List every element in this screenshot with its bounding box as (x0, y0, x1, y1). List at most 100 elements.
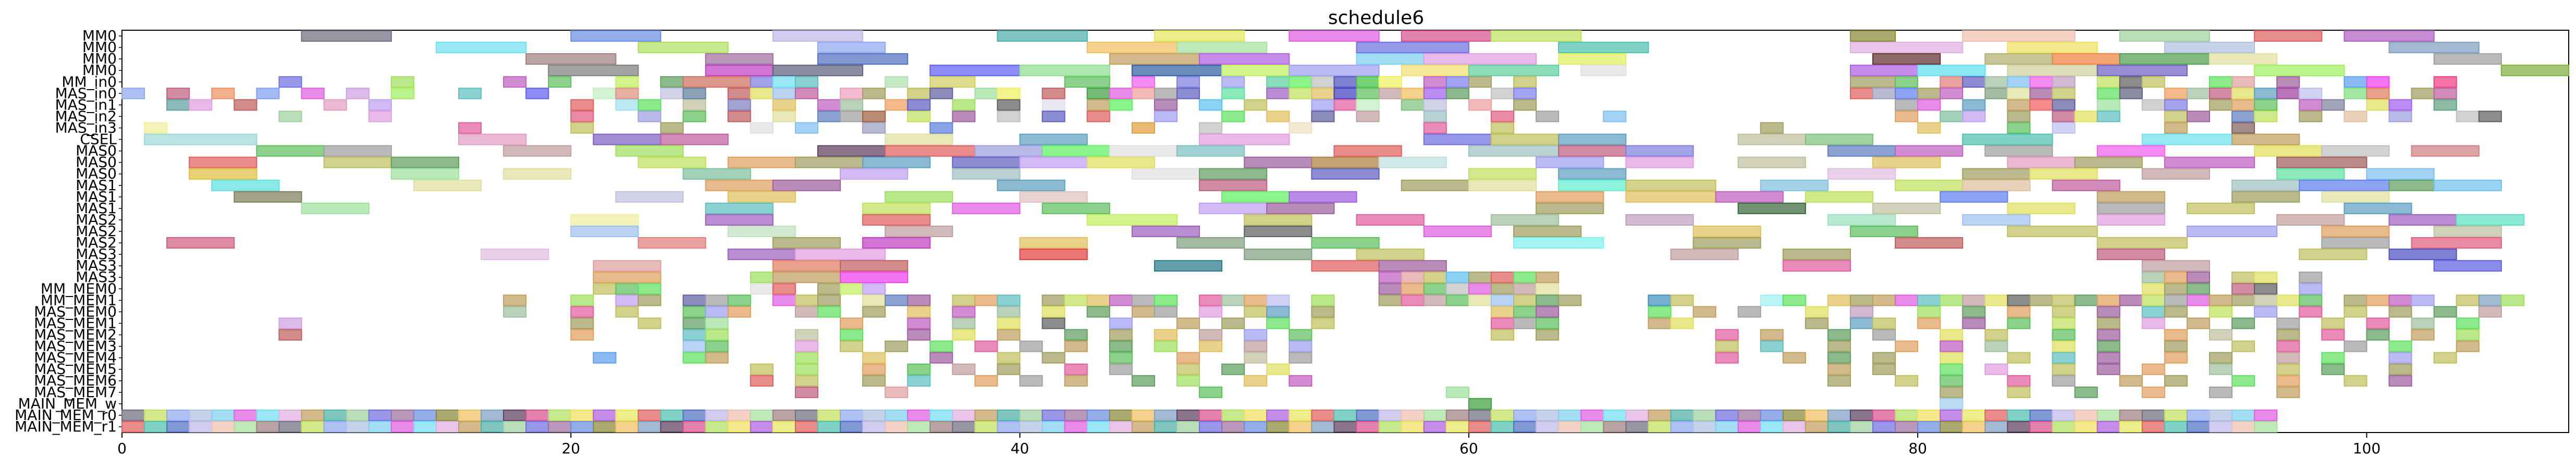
schedule-bar (2007, 306, 2031, 318)
schedule-bar (2096, 363, 2120, 375)
schedule-bar (2321, 191, 2390, 203)
schedule-bar (1356, 88, 1380, 100)
schedule-bar (593, 271, 661, 283)
schedule-bar (2096, 317, 2120, 329)
schedule-bar (1445, 283, 1469, 295)
schedule-bar (772, 294, 796, 306)
schedule-bar (2254, 88, 2278, 100)
schedule-bar (2411, 317, 2435, 329)
schedule-bar (1984, 329, 2008, 341)
y-tick-label: MM0 (82, 50, 117, 67)
schedule-bar (413, 179, 482, 191)
schedule-bar (593, 352, 617, 364)
schedule-bar (2388, 306, 2412, 318)
schedule-bar (1849, 30, 1896, 42)
schedule-bar (794, 421, 818, 433)
schedule-bar (682, 88, 706, 100)
y-tick-label: MAS1 (76, 188, 117, 205)
schedule-bar (952, 329, 976, 341)
schedule-bar (2141, 317, 2165, 329)
schedule-bar (1827, 340, 1851, 352)
schedule-bar (1086, 421, 1110, 433)
schedule-bar (390, 409, 414, 421)
schedule-bar (1289, 340, 1312, 352)
schedule-bar (1940, 352, 1964, 364)
schedule-bar (435, 42, 527, 54)
schedule-bar (2231, 409, 2255, 421)
schedule-bar (1131, 168, 1200, 180)
schedule-bar (1289, 65, 1380, 77)
schedule-bar (2433, 306, 2457, 318)
schedule-bar (2141, 306, 2165, 318)
schedule-bar (2186, 88, 2210, 100)
schedule-bar (548, 76, 572, 88)
schedule-bar (548, 409, 572, 421)
schedule-bar (1536, 191, 1604, 203)
schedule-bar (2344, 30, 2435, 42)
schedule-bar (615, 306, 639, 318)
schedule-bar (1962, 214, 2031, 226)
schedule-bar (1221, 65, 1290, 77)
schedule-bar (1109, 88, 1133, 100)
schedule-bar (974, 340, 998, 352)
schedule-bar (1019, 156, 1088, 168)
schedule-bar (727, 306, 751, 318)
schedule-bar (2321, 145, 2390, 157)
schedule-bar (2209, 363, 2233, 375)
schedule-bar (1940, 88, 1964, 100)
schedule-bar (1041, 202, 1110, 214)
schedule-bar (705, 65, 774, 77)
schedule-bar (2164, 340, 2188, 352)
schedule-bar (2007, 317, 2031, 329)
schedule-bar (1625, 421, 1649, 433)
schedule-bar (1311, 409, 1335, 421)
schedule-bar (390, 76, 414, 88)
schedule-bar (1131, 225, 1200, 238)
schedule-bar (2007, 99, 2031, 111)
schedule-bar (727, 225, 796, 238)
schedule-bar (1266, 76, 1290, 88)
schedule-bar (772, 179, 841, 191)
schedule-bar (1468, 283, 1492, 295)
schedule-bar (1648, 409, 1672, 421)
schedule-bar (2299, 283, 2323, 295)
schedule-bar (862, 306, 886, 318)
schedule-bar (794, 88, 818, 100)
schedule-bar (1513, 306, 1537, 318)
schedule-bar (907, 363, 931, 375)
schedule-bar (1760, 122, 1784, 134)
schedule-bar (1580, 421, 1604, 433)
schedule-bar (390, 168, 459, 180)
schedule-bar (1940, 76, 1964, 88)
schedule-bar (1019, 191, 1088, 203)
schedule-bar (1333, 145, 1402, 157)
schedule-bar (1423, 88, 1447, 100)
schedule-bar (1423, 133, 1492, 145)
schedule-bar (907, 409, 931, 421)
y-tick-label: MAIN_MEM_r0 (15, 406, 117, 424)
schedule-bar (997, 317, 1021, 329)
schedule-bar (907, 317, 931, 329)
schedule-bar (1715, 352, 1739, 364)
schedule-bar (862, 88, 886, 100)
schedule-bar (2254, 283, 2278, 295)
schedule-bar (2052, 179, 2120, 191)
y-tick-label: MAS_in1 (55, 96, 117, 113)
schedule-bar (1962, 99, 1986, 111)
schedule-bar (929, 122, 953, 134)
schedule-bar (1266, 88, 1290, 100)
schedule-bar (1401, 271, 1425, 283)
schedule-bar (615, 99, 639, 111)
schedule-bar (2231, 179, 2300, 191)
schedule-bar (1086, 156, 1155, 168)
schedule-bar (346, 409, 370, 421)
x-tick-label: 60 (1459, 440, 1478, 457)
schedule-bar (2164, 110, 2188, 122)
schedule-bar (997, 179, 1065, 191)
schedule-bar (862, 156, 931, 168)
schedule-bar (750, 283, 774, 295)
schedule-bar (1558, 53, 1627, 65)
schedule-bar (1445, 88, 1469, 100)
schedule-bar (234, 409, 257, 421)
